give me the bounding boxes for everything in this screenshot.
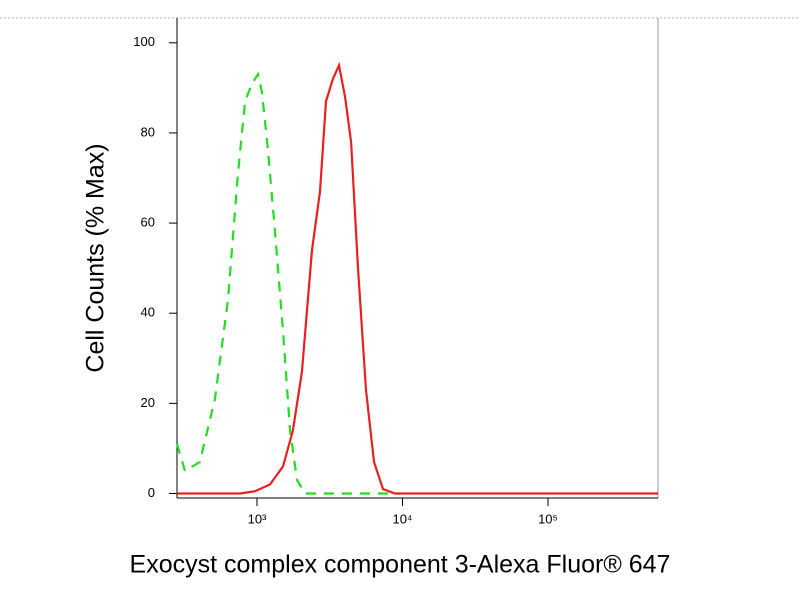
y-tick-label: 60 [141, 215, 155, 230]
y-axis-title: Cell Counts (% Max) [82, 143, 110, 372]
y-tick-label: 100 [133, 34, 155, 49]
x-axis-title: Exocyst complex component 3-Alexa Fluor®… [130, 551, 671, 579]
y-tick-label: 0 [148, 485, 155, 500]
x-tick-label: 10³ [248, 511, 267, 526]
y-tick-label: 20 [141, 395, 155, 410]
series-line [175, 71, 401, 495]
x-tick-label: 10⁴ [392, 511, 412, 526]
y-tick-label: 40 [141, 305, 155, 320]
y-tick-label: 80 [141, 124, 155, 139]
x-tick-label: 10⁵ [538, 511, 558, 526]
series-line [177, 61, 658, 495]
